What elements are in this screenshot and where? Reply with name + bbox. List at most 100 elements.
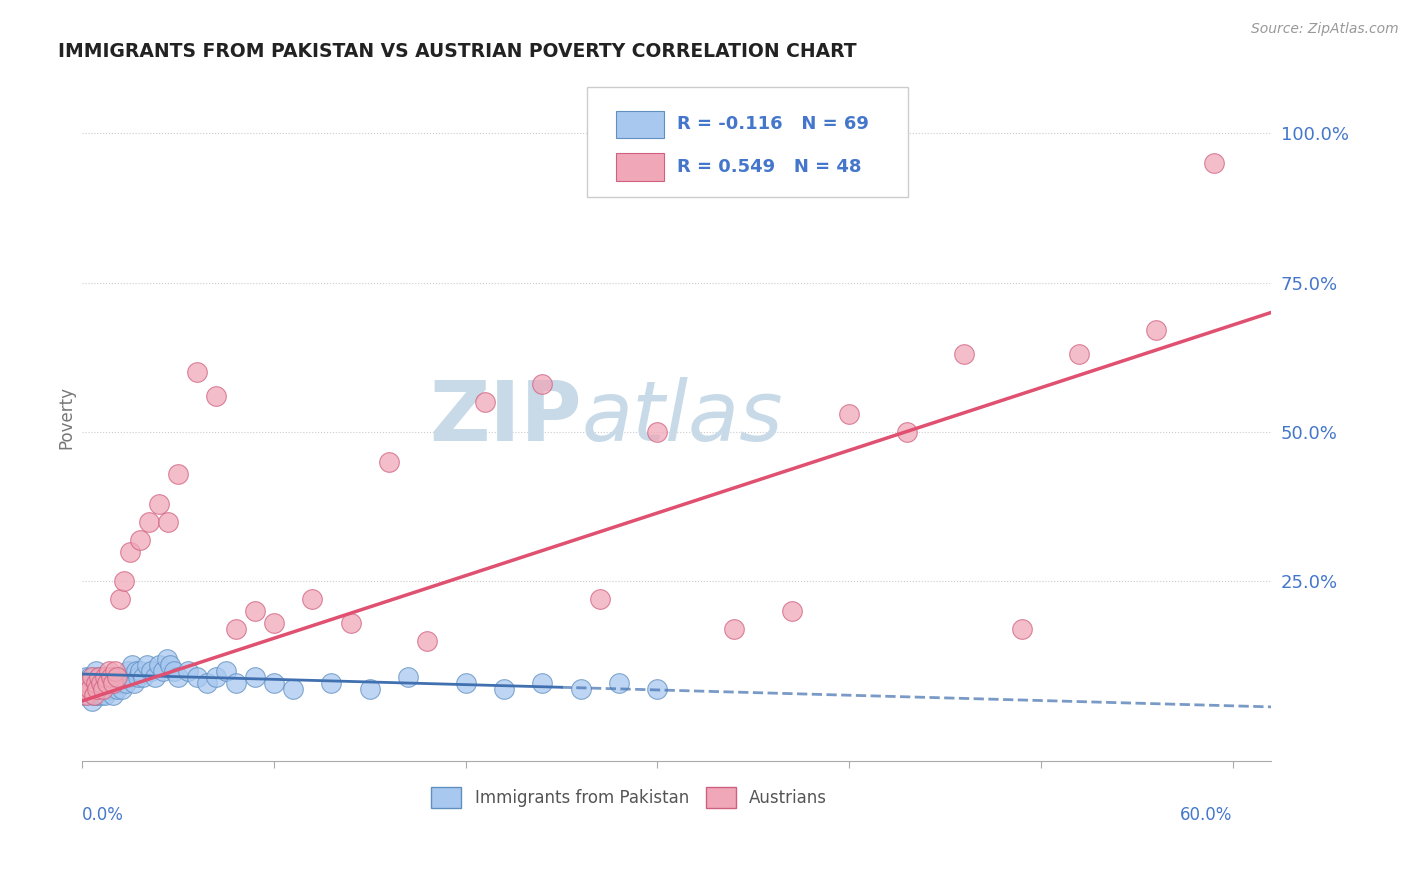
Point [157, 515, 180, 529]
Point [100, 670, 122, 684]
Point [121, 658, 143, 673]
Point [80, 676, 103, 690]
Point [167, 670, 190, 684]
Point [112, 670, 135, 684]
Point [723, 622, 745, 636]
Point [454, 676, 477, 690]
Point [1069, 347, 1091, 361]
Point [89, 681, 111, 696]
Point [152, 664, 174, 678]
Point [1202, 156, 1225, 170]
Point [896, 425, 918, 439]
Text: R = 0.549   N = 48: R = 0.549 N = 48 [676, 158, 860, 176]
Text: R = -0.116   N = 69: R = -0.116 N = 69 [676, 115, 869, 133]
Point [90, 676, 112, 690]
Point [163, 664, 186, 678]
Point [90, 688, 112, 702]
Point [83, 688, 105, 702]
Point [111, 681, 134, 696]
Point [589, 592, 612, 607]
Point [148, 497, 170, 511]
Point [90, 676, 112, 690]
Point [148, 658, 170, 673]
Point [73, 681, 96, 696]
Point [531, 676, 554, 690]
Point [73, 676, 96, 690]
Text: Source: ZipAtlas.com: Source: ZipAtlas.com [1251, 22, 1399, 37]
Legend: Immigrants from Pakistan, Austrians: Immigrants from Pakistan, Austrians [425, 780, 834, 814]
Point [94, 688, 117, 702]
Point [84, 681, 107, 696]
Point [607, 676, 630, 690]
Point [195, 676, 218, 690]
Point [225, 676, 247, 690]
Point [780, 604, 803, 618]
Point [155, 652, 177, 666]
Point [98, 681, 121, 696]
Point [112, 574, 135, 589]
Point [91, 670, 114, 684]
Point [86, 676, 108, 690]
Point [359, 681, 381, 696]
Point [1144, 323, 1167, 337]
FancyBboxPatch shape [616, 153, 664, 181]
Point [79, 681, 101, 696]
Point [492, 681, 515, 696]
Point [100, 670, 122, 684]
Point [75, 670, 97, 684]
Point [225, 622, 247, 636]
Point [104, 664, 127, 678]
Point [128, 533, 150, 547]
Point [136, 658, 159, 673]
Point [128, 664, 150, 678]
Point [101, 676, 124, 690]
Point [86, 688, 108, 702]
Point [569, 681, 592, 696]
Point [77, 676, 100, 690]
Point [1011, 622, 1033, 636]
Point [378, 455, 401, 469]
Point [125, 664, 148, 678]
Point [83, 670, 105, 684]
Point [205, 670, 228, 684]
Point [80, 694, 103, 708]
Point [186, 670, 208, 684]
Point [105, 670, 128, 684]
Point [243, 604, 266, 618]
Point [77, 676, 100, 690]
Point [105, 681, 128, 696]
Point [73, 688, 96, 702]
Point [94, 670, 117, 684]
Point [647, 681, 669, 696]
Point [96, 676, 118, 690]
Point [77, 688, 100, 702]
Point [186, 365, 208, 379]
Point [75, 688, 97, 702]
Point [167, 467, 190, 481]
Point [89, 670, 111, 684]
Point [143, 670, 166, 684]
Point [104, 676, 127, 690]
FancyBboxPatch shape [588, 87, 908, 197]
Point [96, 676, 118, 690]
Point [120, 544, 142, 558]
Point [321, 676, 343, 690]
Point [115, 676, 138, 690]
Point [107, 670, 129, 684]
Point [301, 592, 323, 607]
Point [83, 688, 105, 702]
Point [132, 670, 155, 684]
Point [86, 681, 108, 696]
Point [120, 670, 142, 684]
Point [215, 664, 238, 678]
Point [127, 670, 149, 684]
Point [91, 681, 114, 696]
Point [91, 681, 114, 696]
Point [110, 676, 132, 690]
Point [205, 389, 228, 403]
Point [176, 664, 198, 678]
Point [80, 670, 103, 684]
Point [396, 670, 419, 684]
Point [953, 347, 976, 361]
Point [89, 670, 111, 684]
